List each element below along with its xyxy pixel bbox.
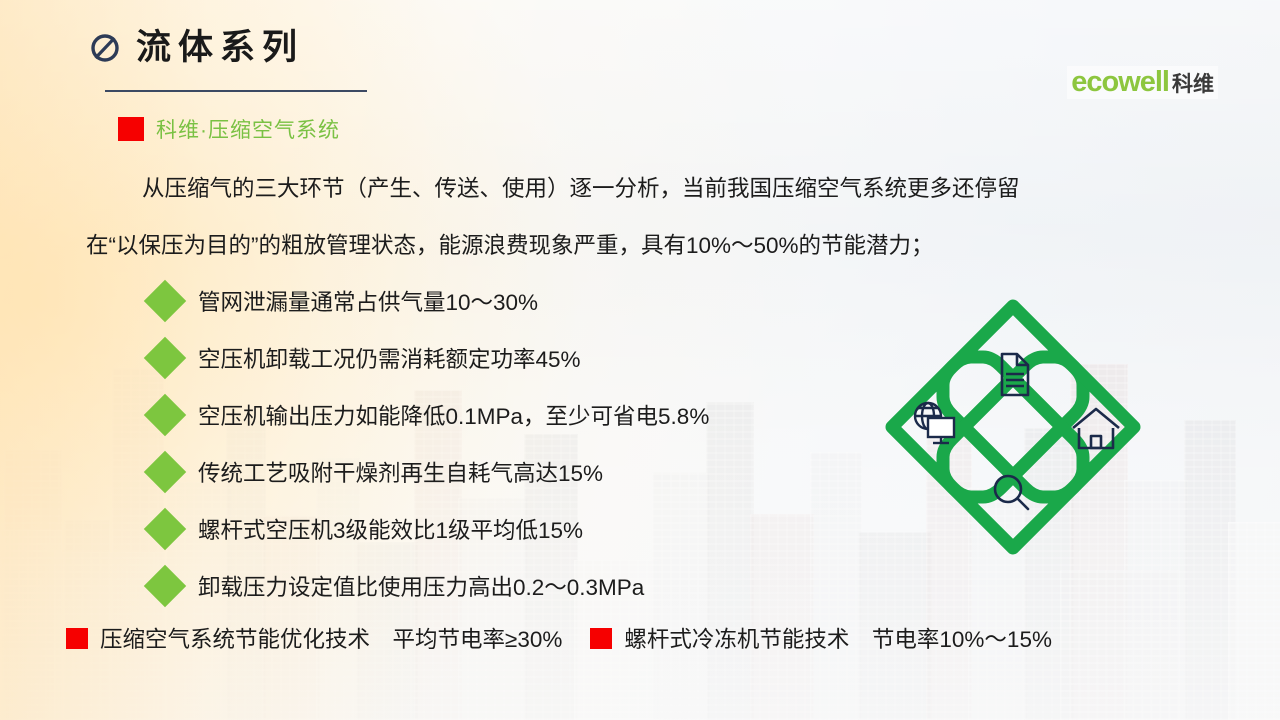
red-square-bullet-icon xyxy=(66,627,88,649)
diamond-bullet-icon xyxy=(143,450,187,493)
paragraph-line-1: 从压缩气的三大环节（产生、传送、使用）逐一分析，当前我国压缩空气系统更多还停留 xyxy=(142,176,1020,201)
globe-monitor-icon xyxy=(913,401,956,445)
magnifier-icon xyxy=(993,474,1030,511)
diamond-bullet-icon xyxy=(143,507,187,550)
house-icon xyxy=(1072,407,1120,450)
list-item-label: 卸载压力设定值比使用压力高出0.2～0.3MPa xyxy=(198,574,645,600)
page-title: 流体系列 xyxy=(136,28,305,67)
clover-petal-bottom xyxy=(936,371,1090,555)
red-square-bullet-icon xyxy=(118,117,144,141)
clover-petal-right xyxy=(957,350,1141,504)
footer-tag-label: 螺杆式冷冻机节能技术 节电率10%～15% xyxy=(624,627,1052,652)
list-item: 卸载压力设定值比使用压力高出0.2～0.3MPa xyxy=(143,557,709,614)
bullet-list: 管网泄漏量通常占供气量10～30% 空压机卸载工况仍需消耗额定功率45% 空压机… xyxy=(143,272,710,614)
red-square-bullet-icon xyxy=(590,627,613,649)
list-item: 空压机卸载工况仍需消耗额定功率45% xyxy=(143,329,709,386)
footer-tag: 压缩空气系统节能优化技术 平均节电率≥30% xyxy=(66,622,562,654)
list-item: 空压机输出压力如能降低0.1MPa，至少可省电5.8% xyxy=(143,386,710,443)
diamond-bullet-icon xyxy=(143,564,187,607)
footer-tags: 压缩空气系统节能优化技术 平均节电率≥30% 螺杆式冷冻机节能技术 节电率10%… xyxy=(66,622,1052,654)
intro-paragraph: 从压缩气的三大环节（产生、传送、使用）逐一分析，当前我国压缩空气系统更多还停留 … xyxy=(86,160,1206,274)
clover-petal-top xyxy=(936,299,1090,483)
slide-header: 流体系列 xyxy=(88,30,304,65)
list-item: 管网泄漏量通常占供气量10～30% xyxy=(143,272,709,329)
list-item: 传统工艺吸附干燥剂再生自耗气高达15% xyxy=(143,443,709,500)
brand-logo: ecowell 科维 xyxy=(1067,66,1218,99)
logo-text-cn: 科维 xyxy=(1172,73,1214,96)
list-item-label: 螺杆式空压机3级能效比1级平均低15% xyxy=(198,517,584,543)
paragraph-line-2: 在“以保压为目的”的粗放管理状态，能源浪费现象严重，具有10%～50%的节能潜力… xyxy=(86,233,934,258)
section-heading: 科维·压缩空气系统 xyxy=(118,114,340,144)
diamond-bullet-icon xyxy=(143,336,187,379)
clover-petal-left xyxy=(885,350,1069,504)
list-item-label: 管网泄漏量通常占供气量10～30% xyxy=(198,289,539,315)
list-item: 螺杆式空压机3级能效比1级平均低15% xyxy=(143,500,709,557)
logo-text-en: ecowell xyxy=(1071,66,1170,98)
diamond-bullet-icon xyxy=(143,393,187,436)
clover-graphic xyxy=(878,292,1148,562)
footer-tag: 螺杆式冷冻机节能技术 节电率10%～15% xyxy=(590,622,1052,654)
section-title: 科维·压缩空气系统 xyxy=(156,119,340,142)
list-item-label: 空压机输出压力如能降低0.1MPa，至少可省电5.8% xyxy=(198,403,710,429)
title-underline xyxy=(105,90,367,92)
diameter-symbol-icon xyxy=(88,31,122,65)
diamond-bullet-icon xyxy=(143,279,187,322)
list-item-label: 空压机卸载工况仍需消耗额定功率45% xyxy=(198,346,581,372)
document-icon xyxy=(1000,352,1030,397)
list-item-label: 传统工艺吸附干燥剂再生自耗气高达15% xyxy=(198,460,604,486)
footer-tag-label: 压缩空气系统节能优化技术 平均节电率≥30% xyxy=(100,627,563,652)
